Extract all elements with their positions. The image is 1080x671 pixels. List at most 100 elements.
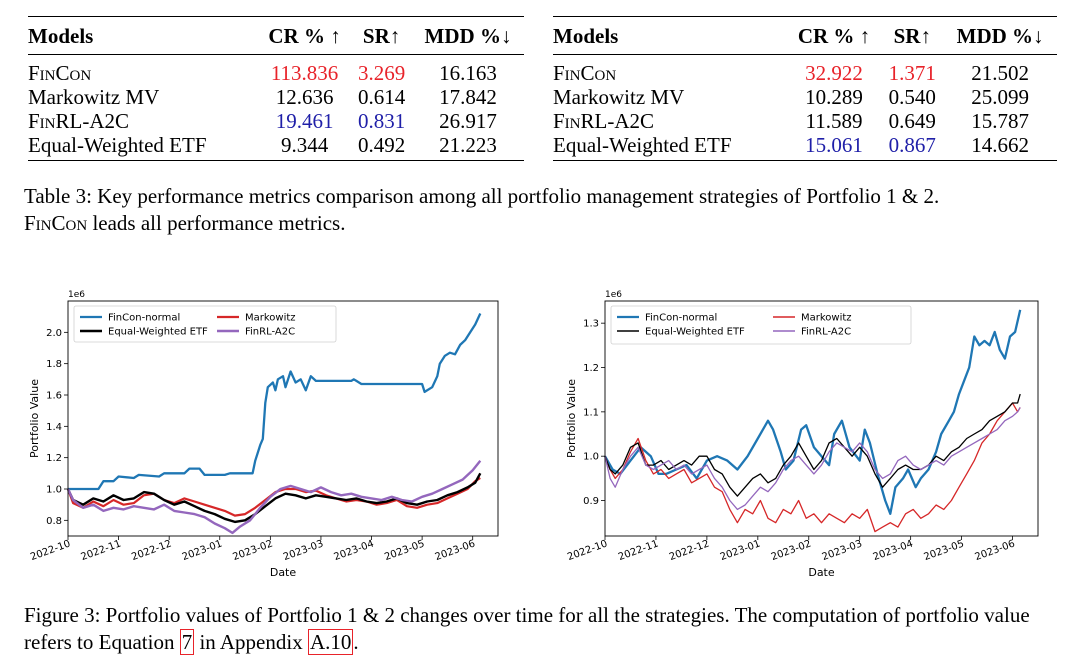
legend-label: Equal-Weighted ETF	[108, 327, 208, 338]
x-tick-label: 2022-11	[80, 538, 123, 563]
chart-portfolio-1: 0.8 1.0 1.2 1.4 1.6 1.8 2.0 2022-10 2022-11 2022-…	[28, 290, 499, 579]
x-tick-label: 2023-03	[821, 538, 864, 563]
y-tick-label: 1.2	[46, 453, 62, 464]
series-line-finrl-a2c	[604, 407, 1021, 511]
header-models: Models	[28, 16, 258, 55]
header-mdd: MDD %↓	[943, 16, 1057, 55]
table-row: Equal-Weighted ETF 9.344 0.492 21.223	[28, 133, 524, 161]
y-tick-label: 1.2	[583, 363, 599, 374]
header-mdd: MDD %↓	[412, 16, 524, 55]
sr-value: 0.540	[888, 85, 936, 109]
mdd-value: 21.223	[439, 133, 497, 157]
cr-value: 32.922	[805, 61, 863, 85]
y-tick-label: 0.9	[583, 496, 599, 507]
table-caption-rest: leads all performance metrics.	[92, 211, 346, 235]
table-row: FinRL-A2C 19.461 0.831 26.917	[28, 109, 524, 133]
x-tick-label: 2022-12	[130, 538, 173, 563]
x-tick-label: 2023-01	[181, 538, 224, 563]
y-scale-label: 1e6	[605, 290, 622, 300]
cr-value: 10.289	[805, 85, 863, 109]
series-line-markowitz	[66, 477, 481, 517]
x-tick-label: 2022-10	[566, 538, 609, 563]
x-tick-label: 2023-05	[383, 538, 426, 563]
y-scale-label: 1e6	[68, 290, 85, 300]
y-tick-label: 1.4	[46, 422, 62, 433]
y-tick-label: 1.8	[46, 359, 62, 370]
cr-value: 12.636	[275, 85, 334, 109]
mdd-value: 17.842	[439, 85, 497, 109]
sr-value: 1.371	[888, 61, 936, 85]
y-tick-label: 1.3	[583, 319, 599, 330]
mdd-value: 25.099	[971, 85, 1029, 109]
model-name: FinCon	[28, 61, 92, 85]
y-tick-label: 1.1	[583, 407, 599, 418]
table-portfolio-2: Models CR % ↑ SR↑ MDD %↓ FinCon 32.922 1…	[553, 16, 1057, 161]
x-axis-title: Date	[808, 566, 835, 579]
y-tick-label: 0.8	[46, 516, 62, 527]
x-tick-label: 2022-11	[617, 538, 660, 563]
x-tick-label: 2023-02	[770, 538, 813, 563]
series-line-fincon-normal	[604, 309, 1022, 515]
legend-label: FinRL-A2C	[801, 327, 851, 338]
sr-value: 0.867	[888, 133, 936, 157]
table-row: Equal-Weighted ETF 15.061 0.867 14.662	[553, 133, 1057, 161]
table-row: Markowitz MV 12.636 0.614 17.842	[28, 85, 524, 109]
model-name: Markowitz MV	[553, 85, 685, 109]
y-axis-title: Portfolio Value	[28, 379, 41, 458]
legend-label: Markowitz	[245, 313, 296, 324]
model-name: Equal-Weighted ETF	[553, 133, 732, 157]
y-tick-label: 2.0	[46, 328, 62, 339]
legend-label: FinCon-normal	[108, 313, 180, 324]
figure-caption-label: Figure 3:	[24, 603, 101, 627]
x-tick-label: 2023-05	[923, 538, 966, 563]
sr-value: 0.492	[357, 133, 406, 157]
table-row: FinCon 113.836 3.269 16.163	[28, 55, 524, 86]
sr-value: 0.614	[357, 85, 406, 109]
x-tick-label: 2023-06	[974, 538, 1017, 563]
sr-value: 3.269	[357, 61, 406, 85]
x-tick-label: 2023-06	[434, 538, 477, 563]
table-caption-label: Table 3:	[24, 184, 92, 208]
x-tick-label: 2023-02	[231, 538, 274, 563]
table-caption-text: Key performance metrics comparison among…	[97, 184, 940, 208]
sr-value: 0.831	[357, 109, 406, 133]
legend-box	[73, 305, 337, 343]
plot-frame	[604, 300, 1039, 537]
mdd-value: 14.662	[971, 133, 1029, 157]
y-tick-label: 1.0	[46, 485, 62, 496]
table-portfolio-1: Models CR % ↑ SR↑ MDD %↓ FinCon 113.836 …	[28, 16, 524, 161]
x-tick-label: 2023-01	[719, 538, 762, 563]
series-line-finrl-a2c	[66, 460, 482, 535]
y-axis-title: Portfolio Value	[565, 379, 578, 458]
cr-value: 11.589	[805, 109, 863, 133]
mdd-value: 15.787	[971, 109, 1029, 133]
x-tick-label: 2023-04	[333, 538, 376, 563]
figure-caption-end: .	[353, 630, 359, 654]
equation-ref-link[interactable]: 7	[179, 629, 195, 655]
y-tick-label: 1.6	[46, 391, 62, 402]
table-caption-name: FinCon	[24, 211, 88, 235]
model-name: FinCon	[553, 61, 617, 85]
series-line-fincon-normal	[68, 313, 482, 491]
table-caption: Table 3: Key performance metrics compari…	[24, 183, 1064, 237]
x-tick-label: 2023-03	[282, 538, 325, 563]
table-row: FinRL-A2C 11.589 0.649 15.787	[553, 109, 1057, 133]
table-row: Markowitz MV 10.289 0.540 25.099	[553, 85, 1057, 109]
figure-caption-text: Portfolio values of Portfolio 1 & 2 chan…	[24, 603, 1030, 654]
chart-portfolio-2: 0.9 1.0 1.1 1.2 1.3 2022-10 2022-11 2022-12 2023…	[565, 290, 1039, 579]
appendix-ref-link[interactable]: A.10	[307, 629, 354, 655]
plot-frame	[67, 300, 499, 537]
legend-label: Markowitz	[801, 313, 852, 324]
mdd-value: 16.163	[439, 61, 497, 85]
table-header-row: Models CR % ↑ SR↑ MDD %↓	[553, 16, 1057, 55]
header-models: Models	[553, 16, 787, 55]
model-name: Markowitz MV	[28, 85, 160, 109]
header-cr: CR % ↑	[257, 16, 352, 55]
cr-value: 19.461	[275, 109, 334, 133]
legend-box	[610, 305, 912, 345]
table-row: FinCon 32.922 1.371 21.502	[553, 55, 1057, 86]
cr-value: 9.344	[280, 133, 329, 157]
header-sr: SR↑	[881, 16, 944, 55]
cr-value: 113.836	[270, 61, 339, 85]
mdd-value: 26.917	[439, 109, 497, 133]
